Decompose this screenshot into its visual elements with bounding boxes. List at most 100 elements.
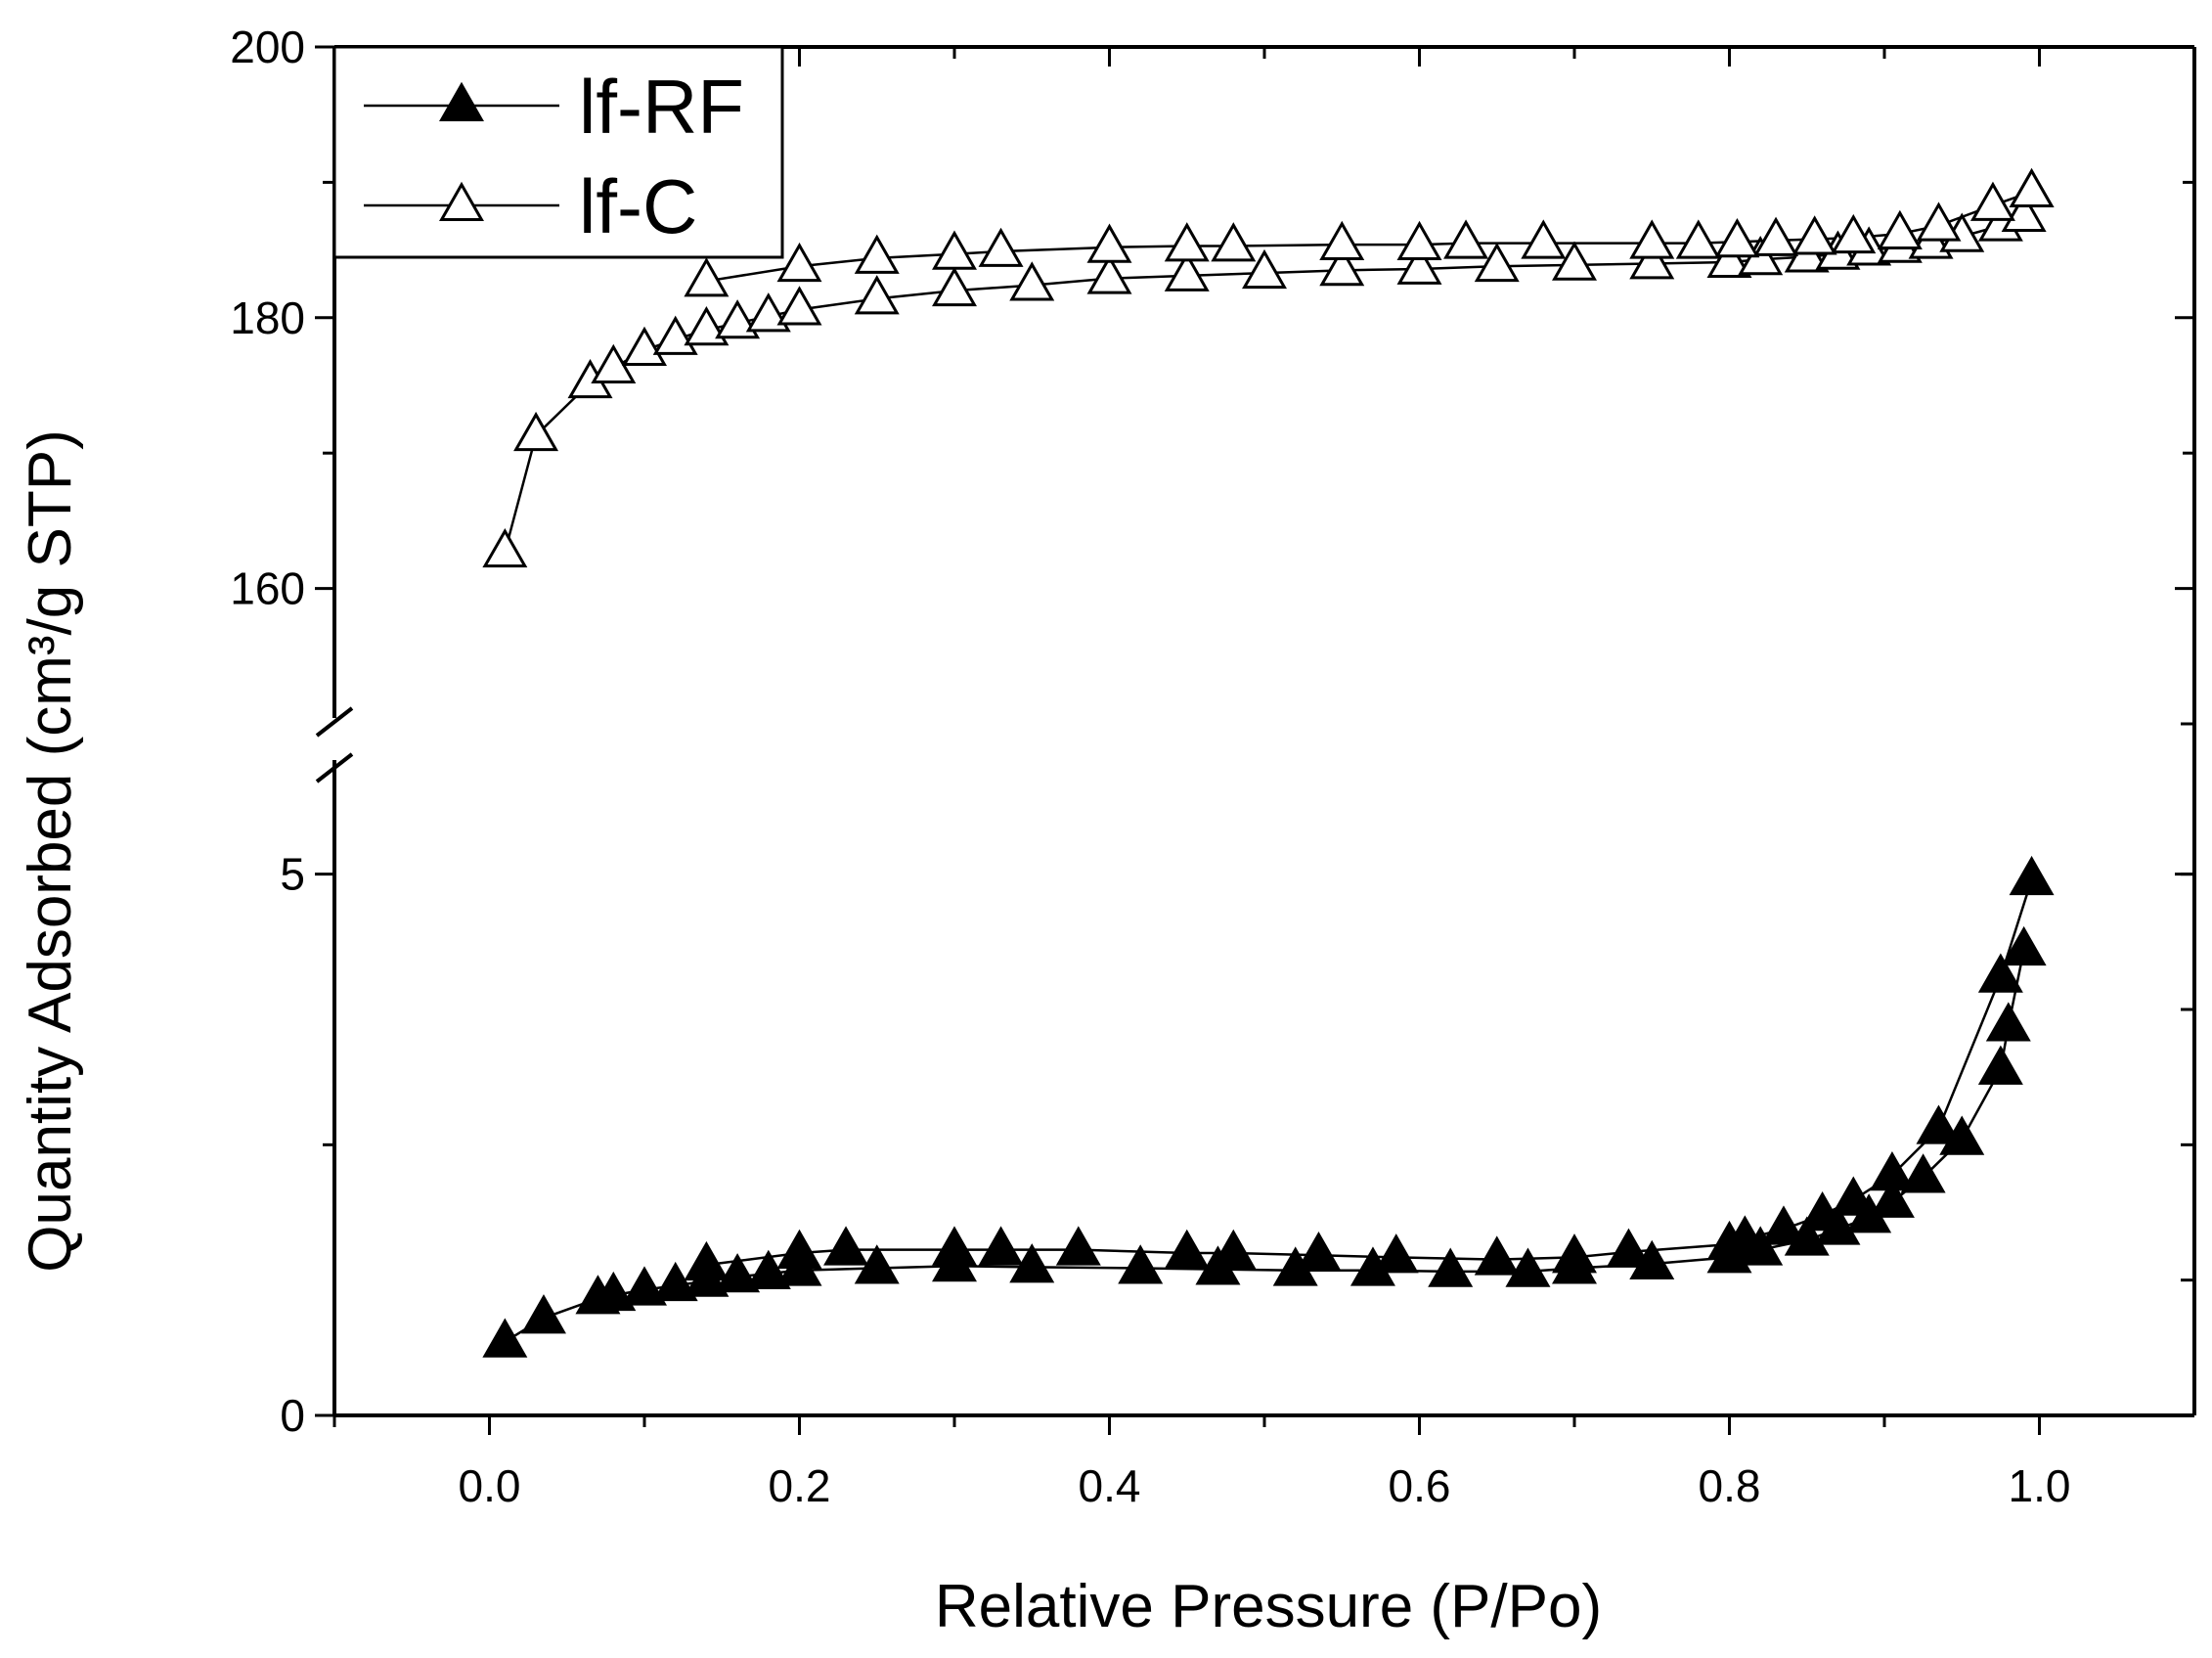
data-point-lf-rf-desorption xyxy=(1474,1235,1520,1276)
data-point-lf-rf-adsorption xyxy=(652,1261,698,1302)
series-line-lf-rf-desorption xyxy=(706,878,2033,1267)
data-point-lf-rf-adsorption xyxy=(1977,1045,2023,1085)
data-point-lf-c-desorption xyxy=(776,242,822,283)
x-tick-label: 0.2 xyxy=(769,1460,831,1511)
data-point-lf-rf-desorption xyxy=(684,1240,730,1281)
data-point-lf-c-desorption xyxy=(978,227,1024,267)
x-tick-label: 0.8 xyxy=(1699,1460,1761,1511)
data-point-lf-c-adsorption xyxy=(932,266,977,307)
y-axis-title: Quantity Adsorbed (cm³/g STP) xyxy=(17,429,84,1272)
data-point-lf-c-adsorption xyxy=(1706,238,1752,279)
data-point-lf-c-desorption xyxy=(1164,222,1210,262)
data-point-lf-c-adsorption xyxy=(1474,242,1520,283)
data-point-lf-c-desorption xyxy=(1443,219,1489,259)
data-point-lf-c-adsorption xyxy=(1242,248,1287,290)
data-point-lf-rf-adsorption xyxy=(1900,1153,1946,1193)
y-tick-label: 200 xyxy=(230,22,305,72)
legend-label: lf-RF xyxy=(579,64,744,150)
data-point-lf-rf-adsorption xyxy=(2001,925,2047,966)
legend-label: lf-C xyxy=(579,163,697,249)
data-point-lf-rf-desorption xyxy=(1869,1151,1915,1191)
data-point-lf-rf-adsorption xyxy=(520,1294,566,1334)
data-point-lf-rf-adsorption xyxy=(622,1266,667,1306)
data-point-lf-rf-desorption xyxy=(1706,1220,1752,1261)
data-point-lf-c-adsorption xyxy=(1009,261,1055,301)
axis-break-mark xyxy=(315,706,354,738)
data-point-lf-c-desorption xyxy=(1211,222,1257,262)
data-point-lf-rf-desorption xyxy=(776,1229,822,1269)
x-tick-label: 0.6 xyxy=(1389,1460,1451,1511)
data-point-lf-rf-desorption xyxy=(1211,1229,1257,1269)
data-point-lf-c-adsorption xyxy=(1319,246,1365,287)
x-tick-label: 1.0 xyxy=(2009,1460,2071,1511)
data-point-lf-c-adsorption xyxy=(482,527,528,568)
data-point-lf-c-adsorption xyxy=(1629,240,1675,280)
data-point-lf-rf-desorption xyxy=(1760,1205,1806,1245)
data-point-lf-c-desorption xyxy=(1086,223,1132,263)
data-point-lf-c-adsorption xyxy=(622,326,667,366)
data-point-lf-c-desorption xyxy=(1629,219,1675,259)
y-tick-label: 5 xyxy=(280,849,305,900)
data-point-lf-c-adsorption xyxy=(684,305,730,346)
data-point-lf-c-adsorption xyxy=(1164,251,1210,291)
y-tick-label: 0 xyxy=(280,1390,305,1441)
data-point-lf-c-adsorption xyxy=(854,275,900,315)
data-point-lf-rf-adsorption xyxy=(1985,1002,2031,1042)
data-point-lf-rf-desorption xyxy=(1552,1233,1597,1274)
x-axis-title: Relative Pressure (P/Po) xyxy=(935,1573,1602,1640)
data-point-lf-c-adsorption xyxy=(1396,245,1442,285)
legend-marker xyxy=(439,181,484,221)
data-point-lf-c-desorption xyxy=(1792,215,1837,255)
data-point-lf-rf-desorption xyxy=(1296,1231,1342,1272)
data-point-lf-rf-desorption xyxy=(1916,1104,1962,1144)
data-point-lf-rf-adsorption xyxy=(1869,1178,1915,1218)
data-point-lf-c-desorption xyxy=(1319,220,1365,261)
data-point-lf-c-adsorption xyxy=(1086,254,1132,294)
data-point-lf-rf-desorption xyxy=(932,1226,977,1266)
data-point-lf-rf-desorption xyxy=(1606,1228,1652,1268)
y-tick-label: 160 xyxy=(230,563,305,614)
data-point-lf-c-desorption xyxy=(1969,181,2015,221)
x-tick-label: 0.4 xyxy=(1079,1460,1141,1511)
data-point-lf-c-adsorption xyxy=(776,286,822,326)
data-point-lf-rf-desorption xyxy=(1831,1176,1877,1216)
data-point-lf-rf-desorption xyxy=(1977,953,2023,993)
data-point-lf-c-desorption xyxy=(1877,209,1923,249)
data-point-lf-c-adsorption xyxy=(1552,241,1597,281)
data-point-lf-rf-desorption xyxy=(1799,1190,1845,1232)
axis-break-mark xyxy=(315,752,354,784)
data-point-lf-rf-adsorption xyxy=(1428,1247,1474,1287)
data-point-lf-c-desorption xyxy=(1753,216,1799,256)
data-point-lf-c-desorption xyxy=(1916,202,1962,242)
data-point-lf-rf-desorption xyxy=(978,1226,1024,1266)
x-tick-label: 0.0 xyxy=(459,1460,521,1511)
data-point-lf-c-desorption xyxy=(684,257,730,297)
data-point-lf-rf-adsorption xyxy=(591,1271,637,1312)
series-line-lf-c-desorption xyxy=(706,190,2032,283)
data-point-lf-rf-desorption xyxy=(2009,855,2055,896)
data-point-lf-c-adsorption xyxy=(513,411,559,452)
data-point-lf-c-desorption xyxy=(932,230,977,270)
data-point-lf-rf-adsorption xyxy=(745,1249,791,1289)
data-point-lf-rf-desorption xyxy=(1164,1229,1210,1269)
data-point-lf-c-adsorption xyxy=(2001,192,2047,232)
data-point-lf-rf-adsorption xyxy=(482,1318,528,1358)
data-point-lf-c-desorption xyxy=(2009,167,2055,208)
data-point-lf-rf-desorption xyxy=(1055,1226,1101,1266)
data-point-lf-c-desorption xyxy=(1831,213,1877,254)
legend-box xyxy=(332,45,784,259)
data-point-lf-c-desorption xyxy=(854,234,900,274)
data-point-lf-rf-desorption xyxy=(1373,1233,1419,1274)
data-point-lf-c-desorption xyxy=(1714,218,1760,258)
data-point-lf-rf-adsorption xyxy=(715,1253,761,1293)
y-tick-label: 180 xyxy=(230,292,305,343)
data-point-lf-c-desorption xyxy=(1396,220,1442,261)
legend-marker xyxy=(439,81,484,121)
data-point-lf-c-desorption xyxy=(1675,219,1721,259)
data-point-lf-c-adsorption xyxy=(745,292,791,333)
data-point-lf-rf-desorption xyxy=(823,1226,869,1266)
data-point-lf-c-adsorption xyxy=(715,299,761,339)
data-point-lf-c-desorption xyxy=(1521,219,1567,259)
data-point-lf-rf-adsorption xyxy=(1505,1247,1551,1287)
